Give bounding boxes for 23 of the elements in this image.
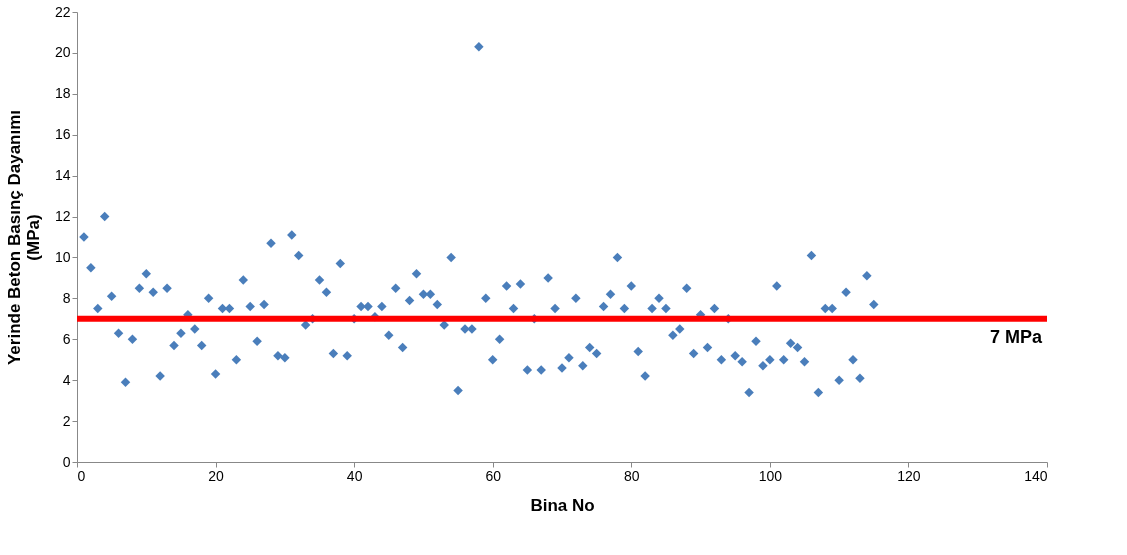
ref-line-label: 7 MPa — [989, 326, 1043, 347]
x-tick-label: 0 — [77, 467, 86, 484]
x-axis-title: Bina No — [530, 495, 595, 515]
y-tick-label: 0 — [62, 453, 71, 470]
y-tick-label: 10 — [54, 248, 71, 265]
x-tick-label: 80 — [624, 467, 640, 484]
y-tick-label: 22 — [54, 3, 71, 20]
y-tick-label: 14 — [54, 167, 71, 184]
y-tick-label: 18 — [54, 85, 71, 102]
y-tick-label: 8 — [62, 289, 71, 306]
y-tick-label: 12 — [54, 208, 71, 225]
y-tick-label: 6 — [62, 330, 71, 347]
x-tick-label: 40 — [346, 467, 363, 484]
x-tick-label: 120 — [897, 467, 921, 484]
y-tick-label: 4 — [62, 371, 71, 388]
y-axis-title: Yerinde Beton Basınç Dayanımı (MPa) — [4, 109, 43, 366]
x-tick-label: 100 — [758, 467, 783, 484]
y-tick-label: 20 — [54, 44, 71, 61]
x-tick-label: 140 — [1024, 467, 1048, 484]
y-tick-label: 16 — [54, 126, 71, 143]
x-tick-label: 60 — [485, 467, 502, 484]
x-tick-label: 20 — [208, 467, 225, 484]
y-tick-label: 2 — [62, 412, 71, 429]
